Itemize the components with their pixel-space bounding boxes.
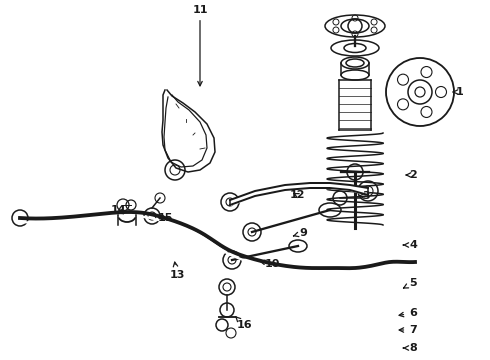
Text: 7: 7 [399,325,417,335]
Text: 13: 13 [170,262,185,280]
Text: 11: 11 [192,5,208,86]
Text: 1: 1 [453,87,464,97]
Text: 14: 14 [110,205,126,215]
Text: 16: 16 [236,317,252,330]
Text: 3: 3 [359,191,370,201]
Text: 8: 8 [403,343,417,353]
Text: 2: 2 [406,170,417,180]
Text: 4: 4 [403,240,417,250]
Text: 10: 10 [260,259,280,269]
Text: 6: 6 [399,308,417,318]
Text: 12: 12 [289,190,305,200]
Text: 9: 9 [294,228,307,238]
Text: 5: 5 [403,278,417,288]
Text: 15: 15 [157,213,172,223]
